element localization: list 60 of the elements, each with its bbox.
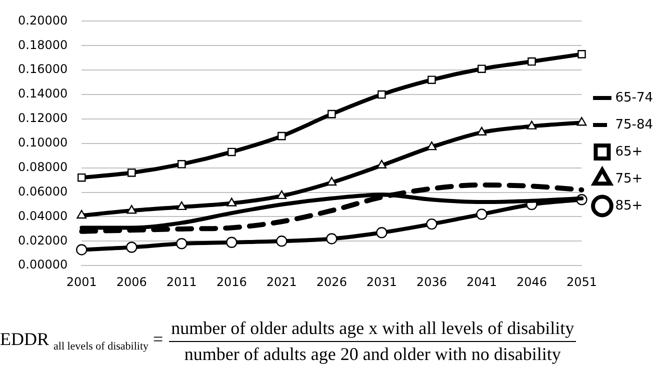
point <box>128 168 136 177</box>
point <box>77 173 86 182</box>
point <box>526 120 537 130</box>
point <box>478 64 486 73</box>
point <box>126 242 138 253</box>
point <box>176 238 188 250</box>
legend-label: 75-84 <box>615 117 654 132</box>
point <box>378 90 386 99</box>
y-tick-label: 0.18000 <box>18 38 68 52</box>
x-tick-label: 2011 <box>166 274 197 289</box>
point <box>76 244 88 256</box>
point <box>226 198 237 206</box>
point <box>476 126 487 136</box>
point <box>278 132 286 140</box>
legend-label: 65+ <box>615 144 643 160</box>
y-tick-label: 0.16000 <box>18 62 68 76</box>
point <box>426 141 437 150</box>
y-tick-label: 0.14000 <box>18 86 68 101</box>
point <box>228 148 236 156</box>
y-tick-label: 0.20000 <box>18 13 68 28</box>
point <box>178 160 186 168</box>
x-tick-label: 2041 <box>466 274 497 289</box>
text: number of adults age 20 and older with no disability <box>184 342 561 364</box>
point <box>126 205 137 214</box>
x-tick-label: 2026 <box>316 274 347 289</box>
text: number of older adults age x with all levels of disability <box>169 318 576 342</box>
x-tick-label: 2001 <box>66 274 97 289</box>
point <box>376 227 388 238</box>
point <box>276 236 288 247</box>
y-tick-label: 0.06000 <box>18 184 68 198</box>
y-tick-label: 0.08000 <box>18 160 68 174</box>
y-tick-label: 0.10000 <box>18 136 68 150</box>
y-tick-label: 0.04000 <box>18 208 68 223</box>
point <box>176 201 187 210</box>
point <box>426 218 438 230</box>
point <box>428 76 436 84</box>
point <box>578 50 586 58</box>
y-tick-label: 0.12000 <box>18 111 68 126</box>
x-tick-label: 2016 <box>216 274 247 289</box>
point <box>576 117 587 126</box>
x-tick-label: 2006 <box>116 274 147 289</box>
legend-label: 85+ <box>615 198 643 214</box>
point <box>328 110 336 118</box>
point <box>476 208 488 220</box>
point <box>276 190 287 200</box>
legend-label: 65-74 <box>615 90 654 106</box>
y-tick-label: 0.00000 <box>18 258 68 272</box>
point <box>326 176 337 186</box>
point <box>326 233 338 244</box>
text: EDDR $_{all levels of disability}$ = <box>0 329 164 353</box>
x-tick-label: 2021 <box>266 274 297 289</box>
point <box>528 57 536 66</box>
point <box>76 210 87 219</box>
y-tick-label: 0.02000 <box>18 233 68 248</box>
legend-label: 75+ <box>615 171 643 186</box>
x-tick-label: 2031 <box>366 274 397 289</box>
point <box>226 236 238 248</box>
x-tick-label: 2051 <box>566 274 597 289</box>
x-tick-label: 2046 <box>516 274 547 289</box>
x-tick-label: 2036 <box>416 274 447 289</box>
